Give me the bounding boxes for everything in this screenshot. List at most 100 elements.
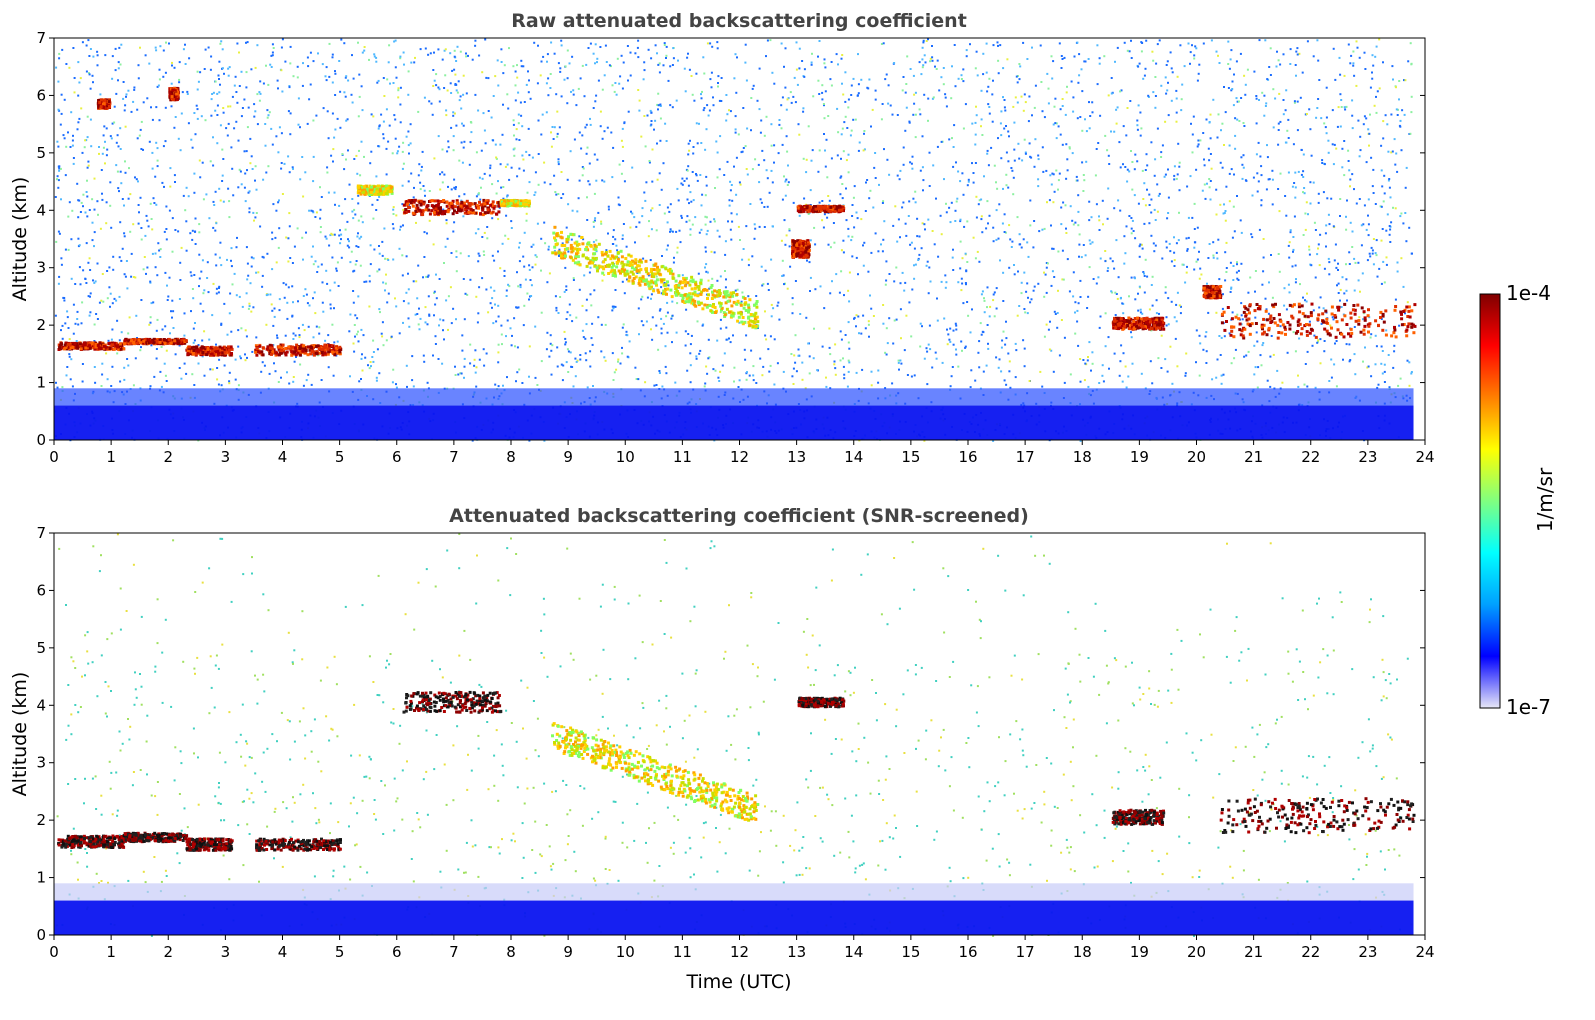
noise-pixel	[271, 51, 274, 54]
noise-pixel	[1173, 174, 1176, 177]
noise-pixel	[1294, 264, 1297, 267]
noise-pixel	[1343, 106, 1346, 109]
noise-pixel	[1154, 106, 1157, 109]
noise-pixel	[964, 103, 967, 106]
noise-pixel	[155, 203, 158, 206]
noise-pixel	[1345, 228, 1348, 231]
noise-pixel	[240, 115, 243, 118]
noise-pixel	[1150, 234, 1153, 237]
noise-pixel	[731, 220, 734, 223]
noise-pixel	[635, 225, 638, 228]
noise-pixel	[1042, 170, 1045, 173]
noise-pixel	[961, 172, 964, 175]
noise-pixel	[751, 168, 754, 171]
noise-pixel	[1084, 254, 1087, 257]
noise-pixel	[1024, 151, 1027, 154]
noise-pixel	[311, 210, 314, 213]
noise-pixel	[156, 165, 159, 168]
noise-pixel	[130, 275, 133, 278]
noise-pixel	[706, 104, 709, 107]
noise-pixel	[331, 81, 334, 84]
noise-pixel	[840, 133, 843, 136]
noise-pixel	[289, 133, 292, 136]
noise-pixel	[1368, 144, 1370, 147]
noise-pixel	[960, 340, 963, 343]
noise-pixel	[340, 38, 343, 41]
noise-pixel	[913, 102, 916, 105]
noise-pixel	[522, 255, 525, 258]
noise-pixel	[780, 42, 783, 45]
noise-pixel	[281, 38, 284, 41]
noise-pixel	[1203, 164, 1206, 167]
noise-pixel	[1256, 340, 1259, 343]
noise-pixel	[395, 383, 397, 386]
noise-pixel	[1140, 243, 1143, 246]
noise-pixel	[409, 142, 412, 145]
noise-pixel	[194, 230, 196, 233]
noise-pixel	[128, 167, 130, 170]
noise-pixel	[506, 195, 508, 198]
noise-pixel	[63, 297, 66, 299]
noise-pixel	[1134, 277, 1136, 280]
noise-pixel	[987, 85, 990, 88]
noise-pixel	[530, 245, 533, 248]
noise-pixel	[568, 62, 571, 65]
noise-pixel	[902, 201, 905, 204]
noise-pixel	[437, 135, 440, 138]
noise-pixel	[571, 55, 574, 58]
noise-pixel	[1051, 172, 1054, 175]
noise-pixel	[433, 157, 436, 160]
noise-pixel	[1108, 367, 1110, 370]
noise-pixel	[558, 248, 561, 251]
noise-pixel	[799, 313, 802, 315]
noise-pixel	[1370, 375, 1373, 378]
noise-pixel	[1126, 107, 1129, 109]
noise-pixel	[1130, 217, 1133, 219]
noise-pixel	[1144, 258, 1147, 261]
noise-pixel	[289, 62, 292, 65]
noise-pixel	[1043, 335, 1046, 338]
noise-pixel	[941, 361, 944, 364]
noise-pixel	[1242, 122, 1245, 124]
noise-pixel	[1279, 63, 1282, 66]
noise-pixel	[962, 68, 965, 71]
noise-pixel	[1362, 123, 1365, 126]
noise-pixel	[1071, 152, 1074, 155]
noise-pixel	[1244, 83, 1247, 86]
noise-pixel	[1056, 312, 1059, 314]
noise-pixel	[1149, 360, 1152, 363]
noise-pixel	[1283, 304, 1286, 307]
noise-pixel	[349, 261, 352, 264]
noise-pixel	[798, 67, 801, 70]
noise-pixel	[132, 223, 135, 226]
noise-pixel	[116, 170, 119, 173]
noise-pixel	[997, 366, 1000, 369]
noise-pixel	[198, 159, 201, 162]
noise-pixel	[433, 314, 435, 317]
noise-pixel	[1260, 199, 1263, 202]
noise-pixel	[81, 363, 84, 365]
noise-pixel	[158, 249, 161, 252]
noise-pixel	[134, 176, 136, 179]
noise-pixel	[1099, 257, 1102, 260]
noise-pixel	[288, 85, 291, 87]
noise-pixel	[1230, 89, 1233, 92]
noise-pixel	[452, 111, 455, 114]
noise-pixel	[685, 177, 688, 180]
noise-pixel	[364, 356, 367, 359]
noise-pixel	[623, 292, 626, 295]
noise-pixel	[643, 61, 646, 64]
noise-pixel	[246, 278, 249, 281]
noise-pixel	[840, 270, 843, 273]
noise-pixel	[1341, 166, 1344, 169]
noise-pixel	[309, 51, 312, 54]
noise-pixel	[1228, 200, 1231, 203]
noise-pixel	[1137, 202, 1140, 205]
noise-pixel	[1001, 222, 1004, 225]
noise-pixel	[1348, 360, 1351, 363]
noise-pixel	[218, 91, 221, 94]
noise-pixel	[965, 49, 968, 52]
noise-pixel	[1410, 111, 1413, 114]
noise-pixel	[965, 269, 968, 272]
